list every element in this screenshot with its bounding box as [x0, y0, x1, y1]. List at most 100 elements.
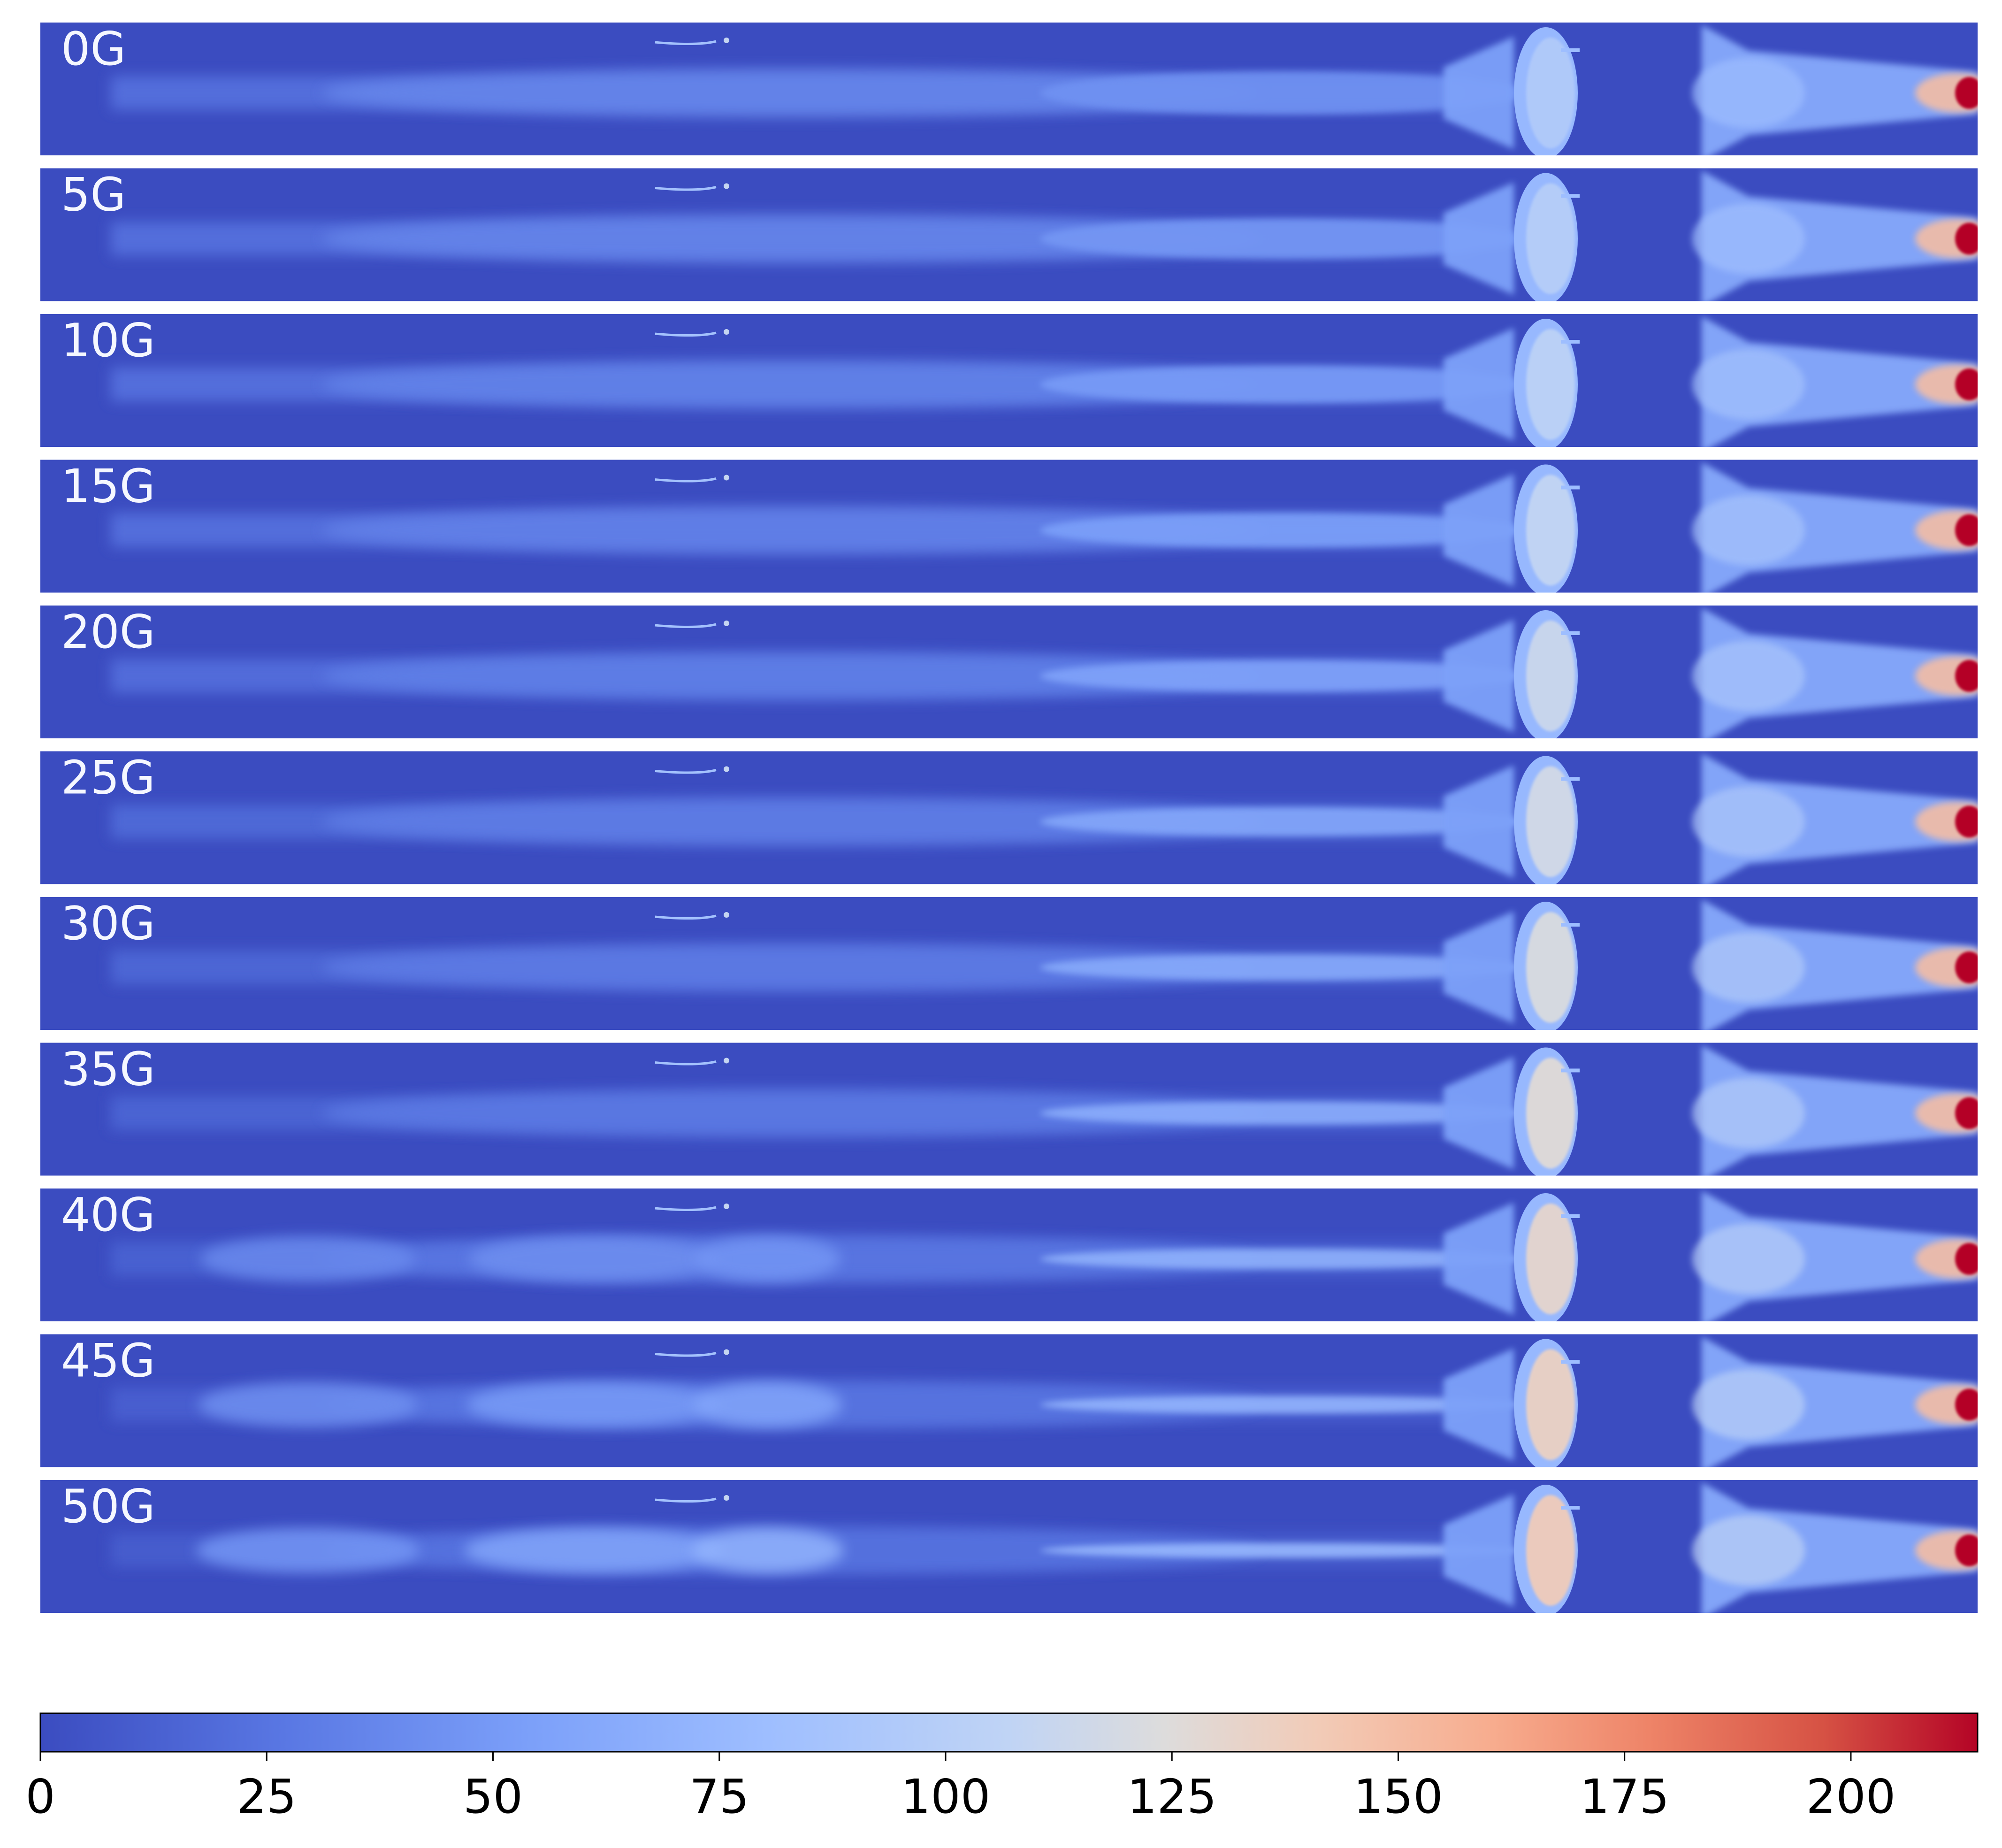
source-peak	[1955, 1534, 1978, 1566]
streak-artifact	[655, 1206, 717, 1212]
plume-jet	[1040, 1542, 1528, 1558]
lens-center	[1526, 620, 1575, 731]
lens-mount	[1561, 1068, 1580, 1073]
pre-lens-taper	[1444, 1494, 1514, 1607]
source-peak	[1955, 77, 1978, 109]
pre-lens-taper	[1444, 36, 1514, 149]
pre-lens-taper	[1444, 328, 1514, 441]
source-peak	[1955, 514, 1978, 546]
colorbar-tick-label: 175	[1580, 1769, 1669, 1824]
colorbar-tick-label: 50	[463, 1769, 523, 1824]
plume-blob	[198, 1382, 418, 1427]
panel-35G: 35G	[40, 1043, 1978, 1176]
lens-center	[1526, 1058, 1575, 1169]
streak-dot	[724, 912, 729, 918]
plume-glow	[322, 360, 1261, 409]
panel-label: 0G	[61, 23, 126, 76]
source-peak	[1955, 1243, 1978, 1275]
lens-center	[1526, 475, 1575, 586]
plume-blob	[464, 1527, 724, 1573]
streak-dot	[724, 621, 729, 626]
source-glow	[1692, 1369, 1805, 1440]
plume-jet	[1040, 513, 1528, 548]
streak-artifact	[655, 914, 717, 920]
pre-lens-taper	[1444, 911, 1514, 1024]
colorbar-gradient	[39, 1712, 1979, 1753]
streak-dot	[724, 1204, 729, 1209]
panel-25G: 25G	[40, 751, 1978, 884]
panel-label: 25G	[61, 751, 155, 805]
panel-30G: 30G	[40, 897, 1978, 1030]
source-peak	[1955, 660, 1978, 692]
lens-center	[1526, 37, 1575, 148]
panel-label: 5G	[61, 169, 126, 222]
streak-artifact	[655, 623, 717, 629]
plume-jet	[1040, 1396, 1528, 1414]
source-glow	[1692, 932, 1805, 1003]
colorbar-tick-label: 100	[901, 1769, 991, 1824]
pre-lens-taper	[1444, 1348, 1514, 1461]
source-peak	[1955, 805, 1978, 838]
plume-jet	[1040, 954, 1528, 981]
panel-label: 15G	[61, 460, 155, 514]
panel-10G: 10G	[40, 314, 1978, 447]
source-glow	[1692, 203, 1805, 274]
plume-blob	[468, 1236, 720, 1281]
plume-jet	[1040, 365, 1528, 403]
plume-blob	[693, 1382, 842, 1427]
lens-mount	[1561, 48, 1580, 52]
pre-lens-taper	[1444, 765, 1514, 878]
panel-label: 10G	[61, 314, 155, 368]
streak-dot	[724, 329, 729, 335]
source-glow	[1692, 349, 1805, 420]
panel-15G: 15G	[40, 460, 1978, 593]
lens-center	[1526, 183, 1575, 294]
panel-5G: 5G	[40, 168, 1978, 301]
streak-dot	[724, 1349, 729, 1355]
colorbar-tick-label: 25	[237, 1769, 297, 1824]
plume-jet	[1040, 71, 1528, 115]
heatmap-panels: 0G 5G 10G 15G 20G 25G 30G 35G 40G 45G 50G	[40, 23, 1978, 1613]
panel-label: 20G	[61, 606, 155, 659]
panel-20G: 20G	[40, 606, 1978, 738]
source-glow	[1692, 786, 1805, 857]
plume-blob	[466, 1382, 722, 1427]
lens-center	[1526, 329, 1575, 440]
plume-jet	[1040, 1101, 1528, 1125]
streak-artifact	[655, 1060, 717, 1066]
streak-dot	[724, 1495, 729, 1501]
source-peak	[1955, 222, 1978, 255]
plume-glow	[322, 68, 1261, 117]
plume-jet	[1040, 218, 1528, 259]
lens-mount	[1561, 1506, 1580, 1510]
streak-artifact	[655, 186, 717, 191]
plume-blob	[196, 1527, 420, 1573]
streak-artifact	[655, 1497, 717, 1503]
colorbar-tick-label: 0	[25, 1769, 55, 1824]
pre-lens-taper	[1444, 1202, 1514, 1315]
colorbar-tick-label: 150	[1353, 1769, 1443, 1824]
streak-dot	[724, 38, 729, 43]
plume-jet	[1040, 1248, 1528, 1269]
pre-lens-taper	[1444, 474, 1514, 587]
panel-label: 45G	[61, 1334, 155, 1388]
streak-dot	[724, 1058, 729, 1064]
lens-mount	[1561, 631, 1580, 635]
source-glow	[1692, 57, 1805, 128]
lens-mount	[1561, 340, 1580, 344]
streak-artifact	[655, 477, 717, 483]
source-glow	[1692, 1223, 1805, 1294]
panel-50G: 50G	[40, 1480, 1978, 1613]
pre-lens-taper	[1444, 182, 1514, 295]
panel-label: 35G	[61, 1043, 155, 1097]
lens-center	[1526, 766, 1575, 877]
plume-blob	[200, 1236, 416, 1281]
plume-jet	[1040, 807, 1528, 836]
source-glow	[1692, 1515, 1805, 1586]
streak-dot	[724, 475, 729, 481]
colorbar-tick-label: 75	[689, 1769, 749, 1824]
lens-mount	[1561, 777, 1580, 781]
lens-center	[1526, 1203, 1575, 1314]
colorbar: 0 25 50 75 100 125 150 175 200	[25, 1712, 1979, 1824]
plume-glow	[322, 506, 1261, 555]
